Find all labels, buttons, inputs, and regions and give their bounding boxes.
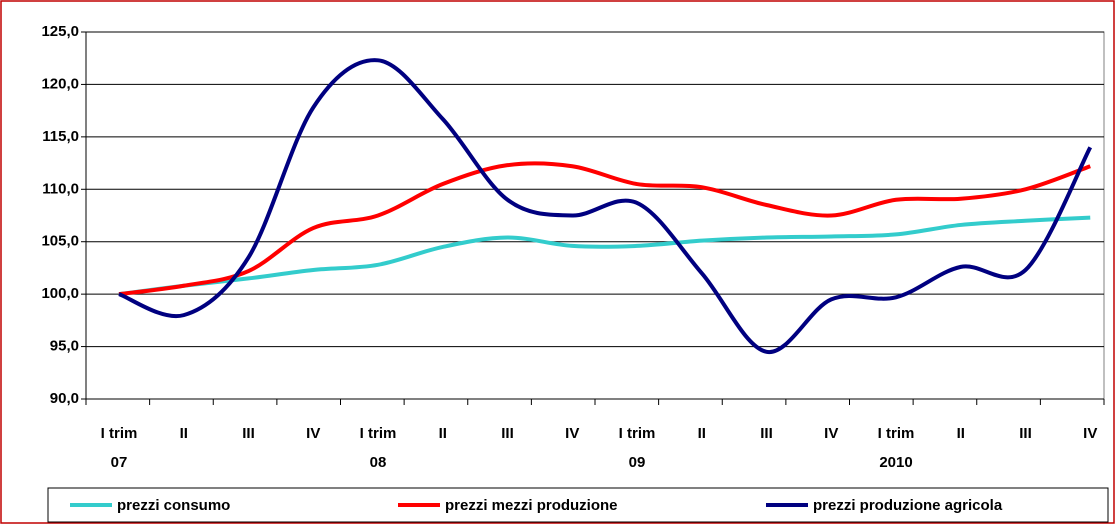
x-tick-label: I trim	[101, 425, 138, 442]
x-tick-label: III	[1019, 425, 1032, 442]
series-line	[118, 161, 1091, 297]
y-tick-label: 105,0	[41, 233, 79, 250]
y-tick-label: 125,0	[41, 23, 79, 40]
y-tick-label: 100,0	[41, 285, 79, 302]
year-label: 08	[370, 454, 387, 471]
x-tick-label: III	[242, 425, 255, 442]
y-tick-label: 95,0	[50, 338, 79, 355]
x-tick-label: IV	[306, 425, 320, 442]
x-tick-label: II	[439, 425, 447, 442]
y-tick-label: 120,0	[41, 75, 79, 92]
series-line	[118, 215, 1091, 297]
series-line	[118, 58, 1093, 354]
legend-label: prezzi mezzi produzione	[445, 497, 618, 514]
x-tick-label: IV	[824, 425, 838, 442]
x-tick-label: II	[698, 425, 706, 442]
legend	[47, 487, 1109, 523]
legend-label: prezzi produzione agricola	[813, 497, 1003, 514]
y-tick-label: 90,0	[50, 390, 79, 407]
x-tick-label: II	[180, 425, 188, 442]
x-tick-label: IV	[1083, 425, 1097, 442]
x-tick-label: IV	[565, 425, 579, 442]
legend-label: prezzi consumo	[117, 497, 230, 514]
year-label: 07	[111, 454, 128, 471]
x-tick-label: I trim	[619, 425, 656, 442]
y-tick-label: 110,0	[42, 180, 79, 197]
x-tick-label: II	[957, 425, 965, 442]
year-label: 2010	[879, 454, 912, 471]
y-tick-label: 115,0	[42, 128, 79, 145]
year-label: 09	[629, 454, 646, 471]
x-tick-label: I trim	[360, 425, 397, 442]
x-tick-label: I trim	[878, 425, 915, 442]
x-tick-label: III	[501, 425, 514, 442]
x-tick-label: III	[760, 425, 773, 442]
plot-area	[85, 31, 1105, 400]
